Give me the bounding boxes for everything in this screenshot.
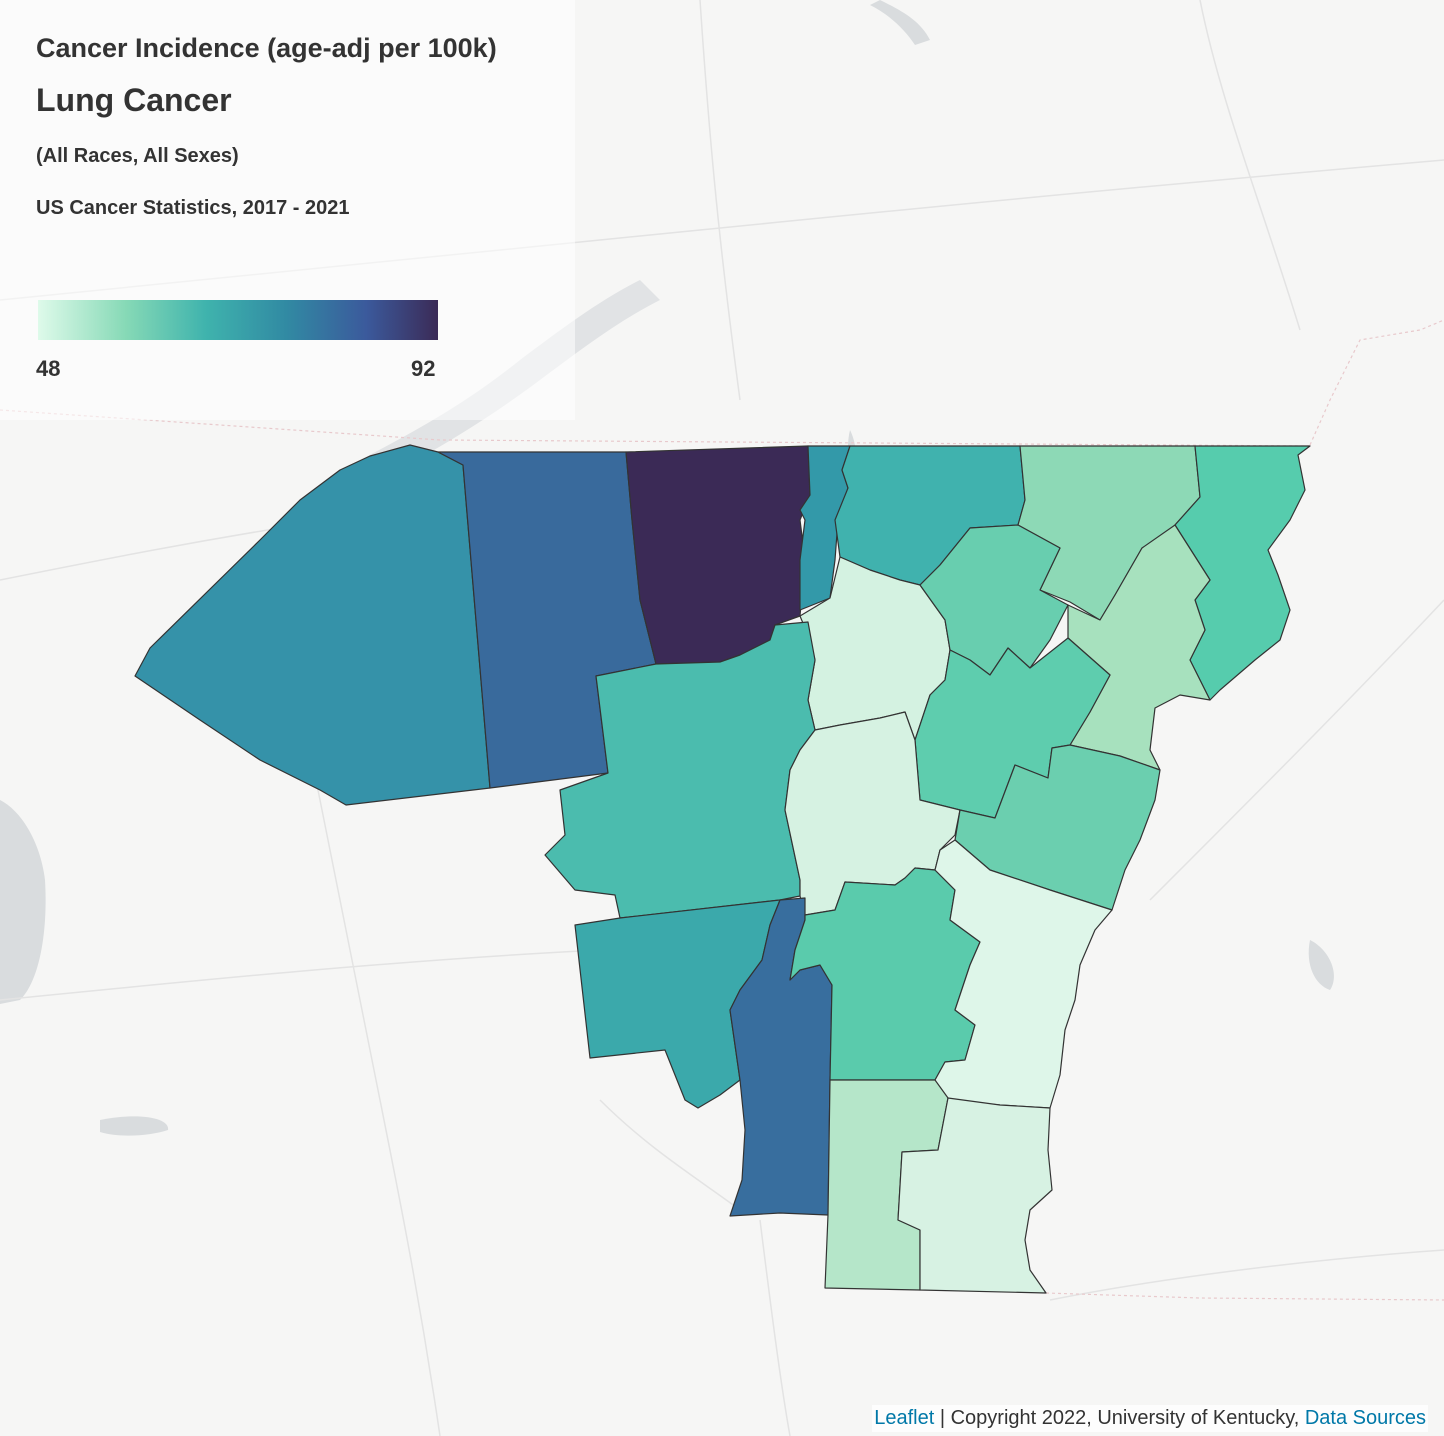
- legend-min-label: 48: [36, 356, 61, 381]
- lake-east: [1308, 940, 1334, 990]
- legend-color-scale: [38, 300, 438, 340]
- data-sources-link[interactable]: Data Sources: [1304, 1407, 1426, 1429]
- county-region-14[interactable]: [954, 744, 1161, 911]
- county-region-10[interactable]: [1067, 524, 1211, 771]
- road-2: [699, 0, 741, 401]
- leaflet-link[interactable]: Leaflet: [874, 1407, 935, 1429]
- copyright-text: | Copyright 2022, University of Kentucky…: [934, 1407, 1305, 1429]
- road-5: [1049, 1249, 1444, 1301]
- legend-max-label: 92: [411, 356, 436, 381]
- road-7: [299, 699, 441, 1436]
- border-south: [1045, 1292, 1444, 1301]
- map-attribution: Leaflet | Copyright 2022, University of …: [872, 1405, 1428, 1432]
- source-label: US Cancer Statistics, 2017 - 2021: [36, 197, 350, 219]
- border-east: [1309, 319, 1444, 446]
- road-3: [0, 949, 601, 1001]
- map-subtitle: Lung Cancer: [36, 82, 232, 118]
- filter-label: (All Races, All Sexes): [36, 145, 239, 167]
- state-borders: [0, 319, 1444, 1301]
- lake-west: [0, 800, 46, 1004]
- county-region-20[interactable]: [897, 1097, 1053, 1294]
- lake-south: [100, 1116, 169, 1136]
- road-8: [1199, 0, 1301, 331]
- counties[interactable]: [134, 444, 1311, 1294]
- border-canada: [0, 409, 1311, 447]
- road-4: [759, 1219, 791, 1436]
- map-title: Cancer Incidence (age-adj per 100k): [36, 33, 497, 63]
- lake-north: [870, 0, 930, 45]
- title-panel: Cancer Incidence (age-adj per 100k) Lung…: [0, 0, 575, 420]
- road-6: [1149, 599, 1444, 901]
- county-region-1[interactable]: [134, 444, 491, 806]
- road-10: [599, 1099, 741, 1211]
